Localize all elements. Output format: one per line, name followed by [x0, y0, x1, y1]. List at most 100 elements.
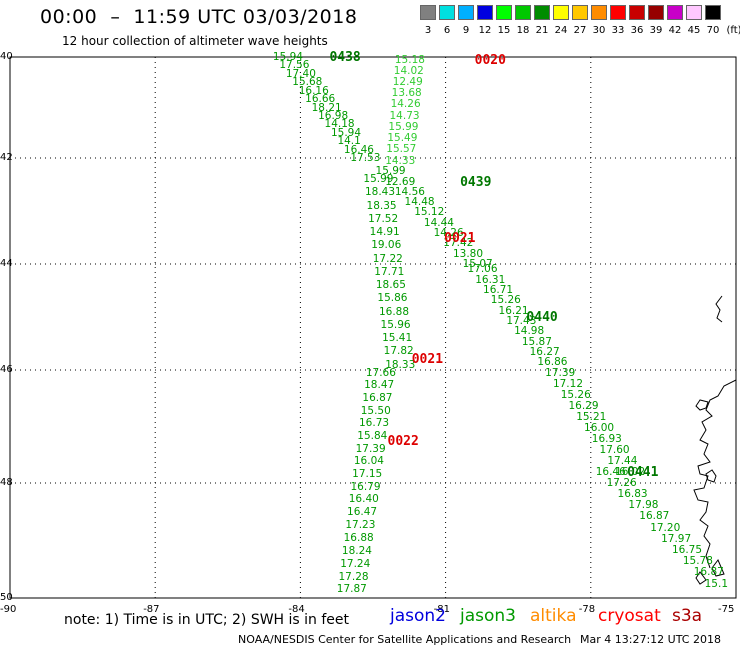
wave-height-value: 16.98: [318, 109, 349, 122]
wave-height-value: 15.26: [490, 294, 521, 307]
wave-height-value: 16.40: [348, 493, 379, 506]
map-frame: [9, 56, 737, 599]
scale-swatch: [648, 5, 664, 20]
wave-height-value: 16.21: [498, 304, 529, 317]
pass-time-label: 0020: [474, 52, 506, 68]
wave-height-value: 17.44: [607, 454, 638, 467]
wave-height-value: 17.53: [350, 152, 381, 164]
scale-label: 45: [687, 25, 701, 36]
scale-swatch: [496, 5, 512, 20]
pass-time-label: 0438: [329, 50, 361, 65]
wave-height-value: 16.66: [305, 93, 336, 106]
wave-height-value: 17.52: [368, 212, 399, 225]
satellite-legend-cryosat: cryosat: [598, 606, 661, 626]
scale-swatch: [477, 5, 493, 20]
wave-height-value: 17.24: [340, 557, 371, 570]
wave-height-value: 17.71: [374, 265, 405, 278]
wave-height-value: 16.75: [671, 543, 703, 556]
pass-time-label: 0021: [411, 352, 444, 368]
wave-height-value: 16.02: [615, 465, 646, 478]
wave-height-value: 15.99: [363, 173, 394, 186]
latitude-label: 40: [0, 51, 13, 62]
coastline-island-north: [715, 295, 723, 323]
wave-height-value: 16.87: [362, 392, 393, 405]
wave-height-value: 16.88: [343, 531, 374, 544]
footer-timestamp: Mar 4 13:27:12 UTC 2018: [580, 633, 721, 646]
longitude-label: -75: [718, 604, 735, 615]
scale-label: 21: [535, 25, 549, 36]
wave-height-value: 17.66: [365, 366, 396, 379]
wave-height-value: 19.06: [371, 239, 402, 252]
satellite-legend-jason3: jason3: [460, 606, 516, 626]
wave-height-value: 14.18: [324, 118, 355, 131]
scale-label: 18: [516, 25, 530, 36]
wave-height-value: 14.26: [390, 98, 421, 111]
latitude-label: 42: [0, 152, 13, 163]
scale-swatch: [705, 5, 721, 20]
wave-height-value: 14.91: [369, 226, 400, 239]
wave-height-value: 15.07: [462, 258, 493, 270]
scale-label: 36: [630, 25, 644, 36]
wave-height-value: 17.12: [552, 377, 583, 390]
wave-height-value: 12.69: [385, 175, 416, 188]
wave-height-value: 15.1: [704, 577, 729, 590]
coastline-mainland: [693, 379, 737, 569]
wave-height-value: 17.39: [545, 366, 576, 379]
scale-swatch: [629, 5, 645, 20]
wave-height-value: 17.06: [467, 263, 498, 276]
scale-swatch: [591, 5, 607, 20]
wave-height-value: 17.26: [606, 476, 637, 489]
wave-height-value: 16.88: [378, 305, 410, 318]
coastline-island-c: [711, 559, 725, 577]
wave-height-value: 15.84: [357, 429, 388, 442]
wave-height-value: 15.57: [386, 143, 417, 156]
scale-label: 24: [554, 25, 568, 36]
coastline: [693, 295, 737, 585]
longitude-label: -90: [0, 604, 17, 615]
wave-height-value: 16.86: [537, 356, 568, 369]
wave-height-value: 17.56: [279, 59, 310, 72]
wave-height-value: 17.23: [345, 519, 376, 532]
wave-height-value: 16.46: [343, 143, 374, 156]
scale-label: 3: [424, 25, 432, 36]
scale-label: 39: [649, 25, 663, 36]
wave-height-value: 12.49: [392, 75, 423, 88]
wave-height-value: 14.48: [404, 196, 435, 209]
wave-height-value: 16.29: [568, 399, 599, 412]
wave-height-value: 15.68: [292, 76, 323, 89]
wave-height-value: 18.21: [311, 101, 342, 114]
wave-height-value: 16.27: [529, 345, 560, 358]
wave-height-value: 16.04: [353, 455, 384, 468]
scale-swatch: [458, 5, 474, 20]
wave-height-value: 16.71: [483, 283, 514, 296]
wave-height-value: 14.26: [433, 227, 464, 240]
coastline-island-b: [705, 469, 717, 483]
wave-height-value: 17.28: [338, 570, 369, 583]
wave-height-value: 15.78: [682, 555, 713, 568]
scale-swatch: [610, 5, 626, 20]
wave-height-value: 14.73: [389, 109, 420, 122]
coastline-island-a: [695, 399, 709, 411]
wave-height-value: 18.35: [366, 199, 397, 212]
scale-swatch: [553, 5, 569, 20]
latitude-label: 44: [0, 258, 13, 269]
wave-height-value: 13.80: [452, 247, 484, 260]
longitude-label: -78: [578, 604, 596, 615]
scale-label: 15: [497, 25, 511, 36]
wave-height-value: 17.98: [628, 499, 659, 512]
wave-height-value: 16.16: [298, 84, 329, 97]
longitude-label: -87: [143, 604, 160, 615]
scale-label: 9: [462, 25, 470, 36]
wave-height-value: 17.60: [599, 443, 630, 456]
wave-height-value: 16.87: [693, 566, 724, 579]
pass-time-label: 0440: [526, 310, 558, 325]
wave-height-value: 15.50: [360, 404, 391, 417]
wave-height-value: 15.94: [330, 126, 362, 139]
scale-label: 6: [443, 25, 451, 36]
scale-label: 27: [573, 25, 587, 36]
longitude-label: -84: [288, 604, 305, 615]
scale-swatch: [439, 5, 455, 20]
wave-height-value: 15.49: [387, 132, 418, 145]
wave-height-value: 15.18: [394, 53, 425, 66]
